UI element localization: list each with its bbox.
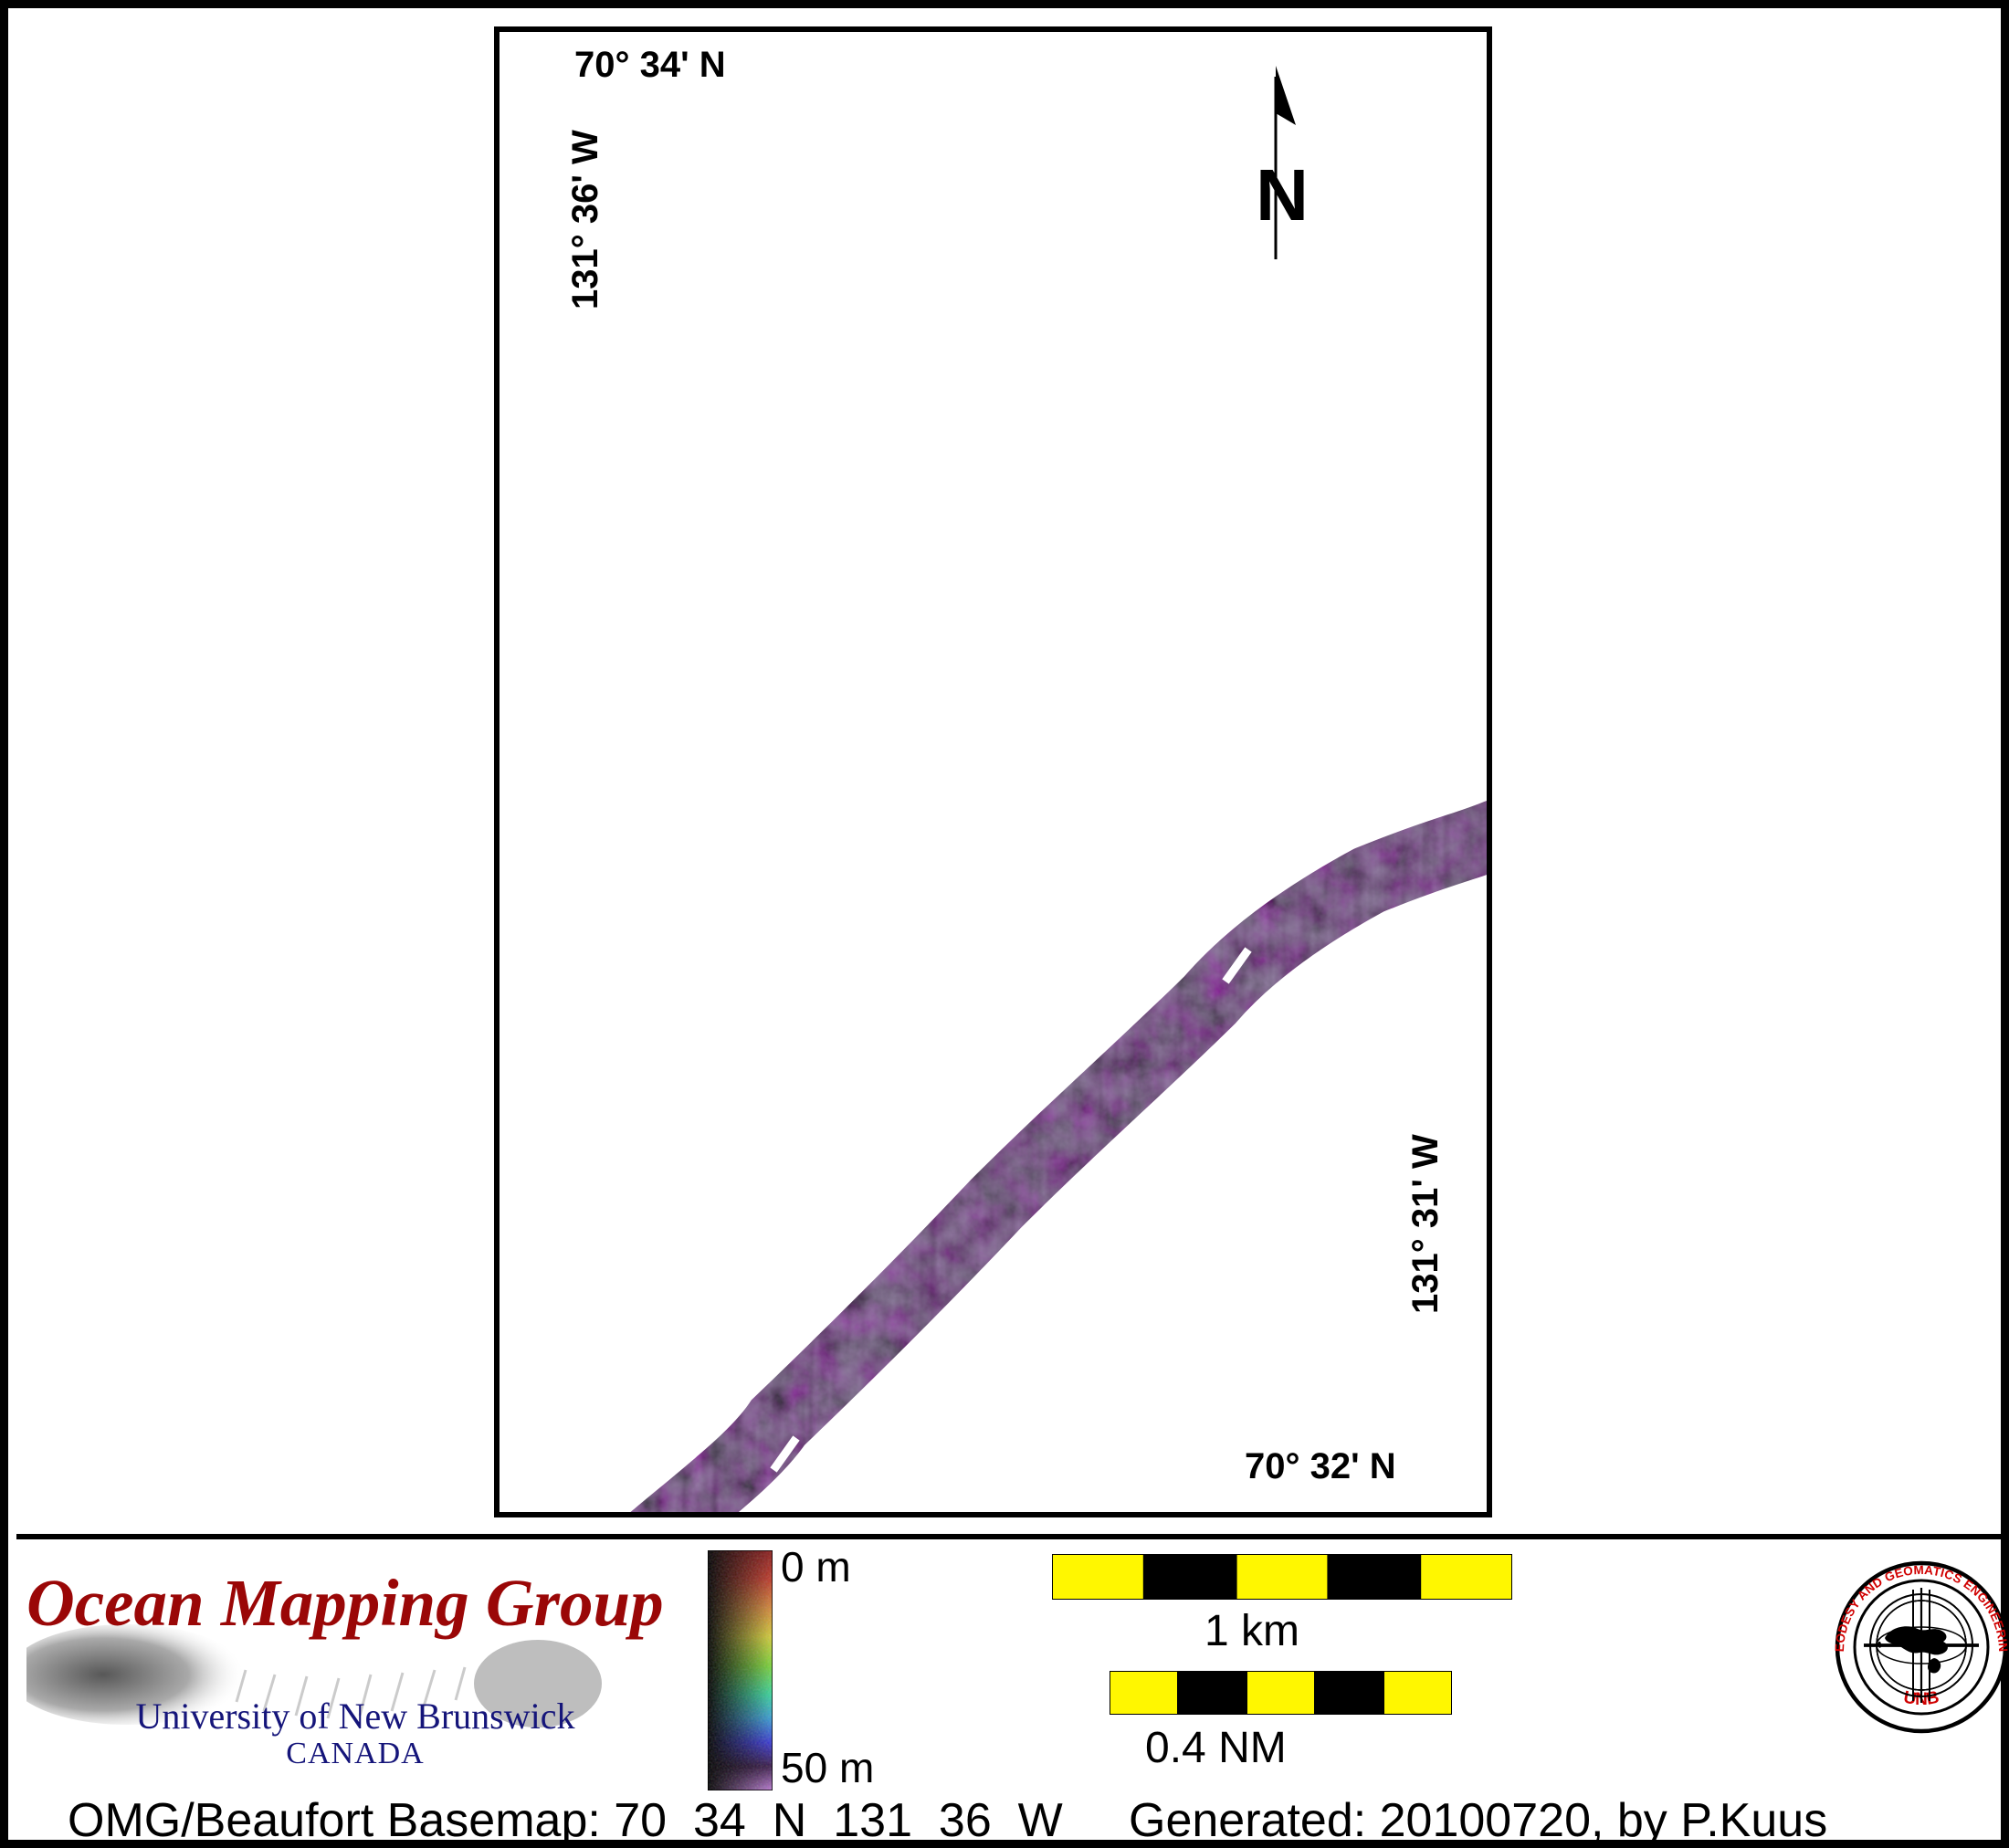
svg-text:N: N: [1256, 154, 1309, 236]
